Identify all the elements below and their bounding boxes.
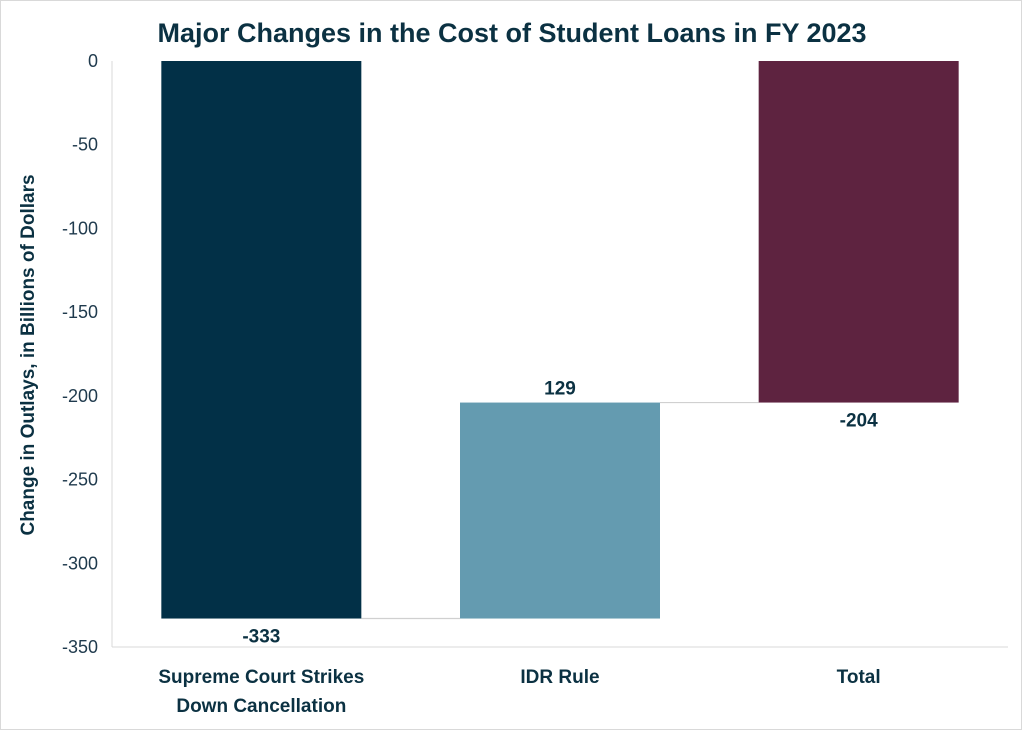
category-label: Total [837,667,881,688]
y-axis-ticks: 0 -50 -100 -150 -200 -250 -300 -350 [62,51,113,657]
y-tick-label: -300 [62,553,98,573]
y-axis-label: Change in Outlays, in Billions of Dollar… [18,174,39,535]
bar [161,61,362,619]
y-tick-label: -250 [62,470,98,490]
data-label: -333 [242,627,280,648]
y-tick-label: 0 [88,51,98,71]
y-tick-label: -100 [62,218,98,238]
bar [460,402,660,619]
y-tick-label: -200 [62,386,98,406]
bars [161,61,959,619]
data-label: 129 [544,379,576,400]
y-tick-label: -150 [62,302,98,322]
data-label: -204 [840,411,878,432]
category-label: IDR Rule [520,667,599,688]
category-labels: Supreme Court Strikes Down Cancellation ID… [158,667,880,717]
y-tick-label: -50 [72,135,98,155]
category-label: Down Cancellation [176,696,346,717]
category-label: Supreme Court Strikes [158,667,364,688]
connector-lines [361,401,759,620]
y-tick-label: -350 [62,637,98,657]
data-labels: -333 129 -204 [242,379,878,648]
chart-title: Major Changes in the Cost of Student Loa… [157,18,866,48]
bar [758,61,959,403]
